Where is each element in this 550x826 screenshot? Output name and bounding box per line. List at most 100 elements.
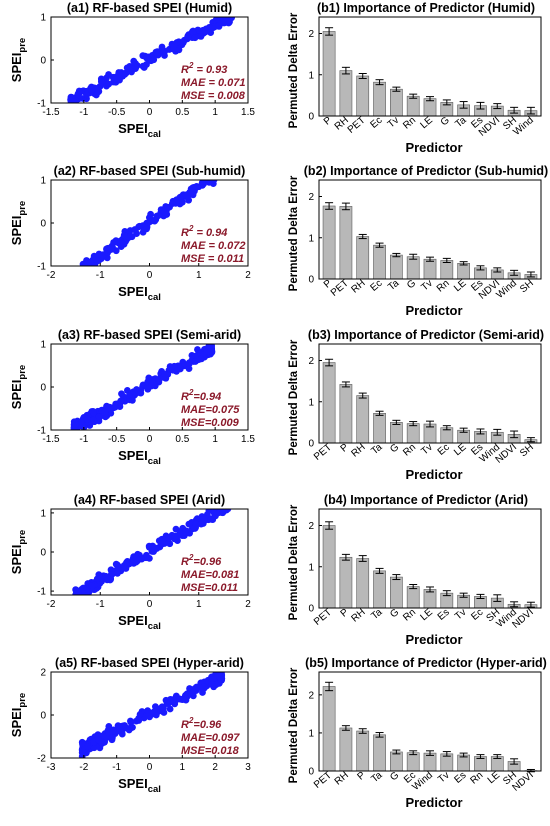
category-label: LE xyxy=(452,278,469,295)
category-label: Rn xyxy=(401,442,418,459)
x-axis-label: Predictor xyxy=(405,303,462,318)
y-tick-label: 2 xyxy=(40,668,46,679)
scatter-point xyxy=(232,156,239,163)
scatter-panel-1: (a1) RF-based SPEI (Humid)-1.5 -1 -0.5 0 0.5… xyxy=(9,1,255,140)
bar xyxy=(406,586,420,609)
scatter-point xyxy=(185,196,193,204)
bar xyxy=(322,686,336,772)
scatter-point xyxy=(106,576,114,584)
bar xyxy=(406,752,420,772)
x-axis-label-sub: cal xyxy=(148,784,161,795)
scatter-point xyxy=(232,152,239,159)
scatter-point xyxy=(228,156,235,163)
x-tick-label: -1 xyxy=(79,107,88,118)
bar xyxy=(322,205,336,280)
scatter-point xyxy=(101,408,109,416)
scatter-point xyxy=(80,272,87,279)
x-tick-label: -1.5 xyxy=(42,107,60,118)
panel-title: (b1) Importance of Predictor (Humid) xyxy=(317,1,535,15)
category-label: Ta xyxy=(369,607,384,622)
category-label: P xyxy=(339,607,351,620)
category-label: LE xyxy=(418,115,435,132)
scatter-panel-3: (a3) RF-based SPEI (Semi-arid)-1.5 -1 -0.5… xyxy=(9,328,255,467)
bar xyxy=(373,734,386,772)
scatter-point xyxy=(225,496,232,503)
scatter-points xyxy=(78,672,226,758)
scatter-point xyxy=(207,515,215,523)
bar xyxy=(339,556,353,609)
scatter-points xyxy=(67,17,235,112)
scatter-point xyxy=(231,152,238,159)
scatter-point xyxy=(189,184,196,192)
scatter-point xyxy=(138,555,146,563)
scatter-point xyxy=(232,157,239,164)
scatter-point xyxy=(116,725,124,733)
category-label: Ta xyxy=(369,442,384,457)
scatter-point xyxy=(197,520,205,528)
scatter-point xyxy=(147,210,154,218)
x-tick-label: -1 xyxy=(96,599,105,610)
panel-title: (a4) RF-based SPEI (Arid) xyxy=(74,493,225,507)
y-axis-label-main: SPEI xyxy=(9,53,24,83)
bar xyxy=(339,727,353,772)
category-label: LE xyxy=(486,770,503,787)
category-label: Ta xyxy=(453,115,468,130)
category-label: RH xyxy=(350,607,368,625)
scatter-point xyxy=(88,582,96,589)
stat-r2-label: R xyxy=(181,227,189,239)
scatter-point xyxy=(105,723,113,730)
y-tick-label: 1 xyxy=(308,728,314,739)
y-axis-label: SPEIpre xyxy=(9,201,28,245)
x-axis-label: Predictor xyxy=(405,795,462,810)
scatter-points xyxy=(79,152,239,279)
axes-frame xyxy=(318,16,542,117)
scatter-point xyxy=(144,708,152,716)
stat-r2-value: =0.94 xyxy=(193,391,221,403)
scatter-point xyxy=(178,198,186,206)
bar xyxy=(356,558,370,609)
y-tick-label: 1 xyxy=(308,562,314,573)
x-tick-label: -1 xyxy=(112,762,121,773)
x-tick-label: 0.5 xyxy=(175,434,189,445)
y-axis-label: Permuted Delta Error xyxy=(288,504,300,620)
scatter-point xyxy=(232,156,239,163)
bar xyxy=(339,70,353,117)
category-label: RH xyxy=(350,278,368,296)
stat-r2: R2=0.96 xyxy=(181,716,222,731)
scatter-point xyxy=(224,509,232,512)
category-label: SH xyxy=(518,278,536,295)
category-label: PET xyxy=(346,115,368,136)
x-tick-label: -1 xyxy=(96,270,105,281)
bar xyxy=(339,206,353,280)
scatter-point xyxy=(140,64,148,71)
scatter-point xyxy=(161,370,169,378)
scatter-point xyxy=(152,703,159,711)
stat-r2: R2 = 0.94 xyxy=(181,224,227,239)
scatter-point xyxy=(69,105,76,112)
scatter-point xyxy=(126,62,134,70)
x-tick-label: 1 xyxy=(212,107,218,118)
x-axis-label-sub: cal xyxy=(148,456,161,467)
scatter-point xyxy=(215,22,223,30)
stat-r2-exp: 2 xyxy=(188,61,194,70)
bar xyxy=(339,384,353,444)
category-label: Wind xyxy=(511,115,536,138)
category-label: LE xyxy=(452,442,469,459)
category-label: Tv xyxy=(419,278,435,294)
y-axis-label: SPEIpre xyxy=(9,365,28,409)
scatter-point xyxy=(185,360,193,368)
stat-mae: MAE=0.097 xyxy=(181,732,240,744)
x-tick-label: -2 xyxy=(47,270,56,281)
scatter-point xyxy=(90,416,98,424)
y-axis-label: Permuted Delta Error xyxy=(288,339,300,455)
y-axis-label-main: SPEI xyxy=(9,708,24,738)
x-axis-label-main: SPEI xyxy=(118,284,148,299)
scatter-point xyxy=(78,418,86,426)
panel-title: (a3) RF-based SPEI (Semi-arid) xyxy=(58,328,241,342)
category-label: RH xyxy=(333,770,351,788)
scatter-point xyxy=(197,33,205,40)
y-axis-label: Permuted Delta Error xyxy=(288,12,300,128)
scatter-points xyxy=(70,344,216,430)
scatter-point xyxy=(219,509,227,517)
x-axis-label: Predictor xyxy=(405,467,462,482)
